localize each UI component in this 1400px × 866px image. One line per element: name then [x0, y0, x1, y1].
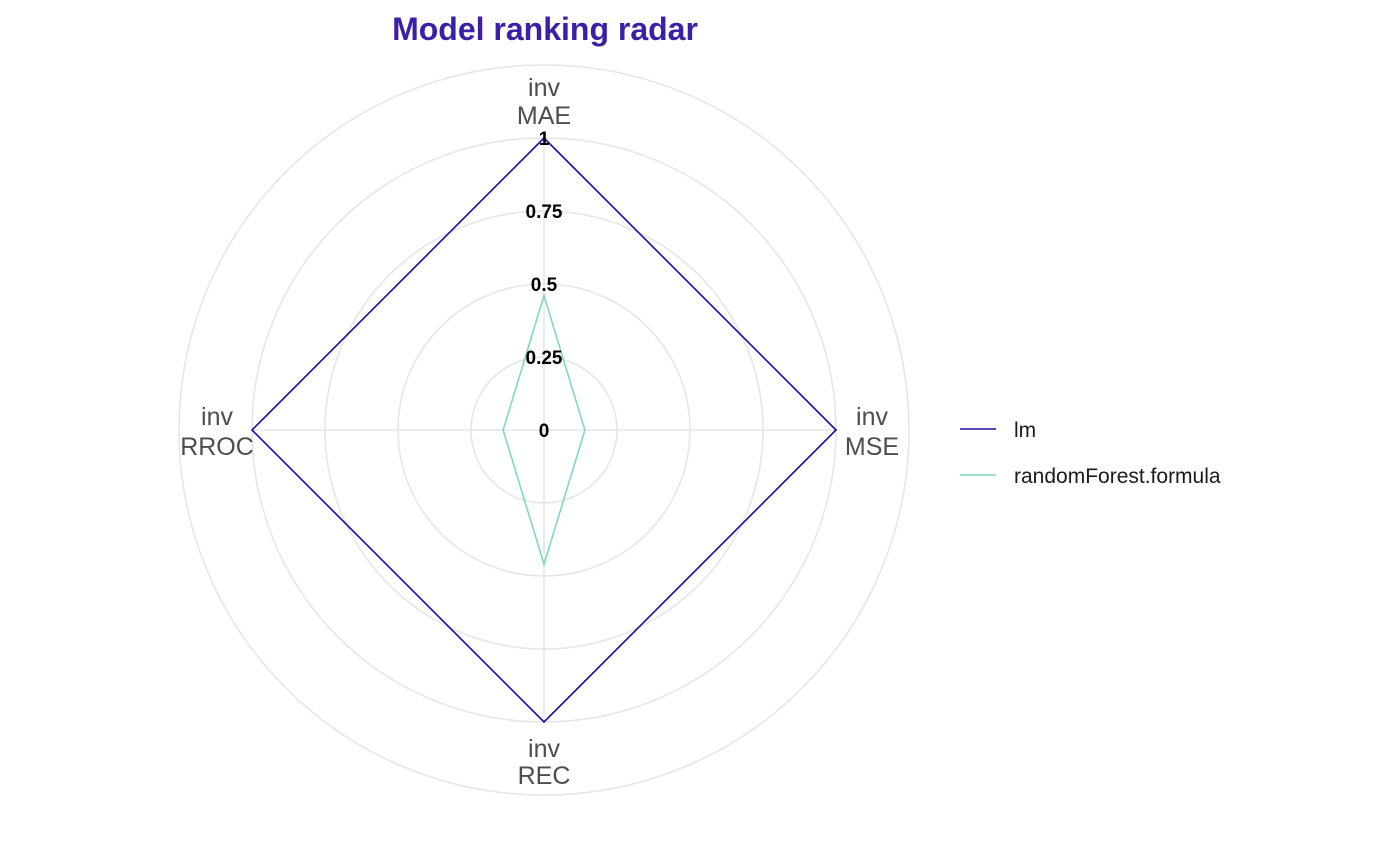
axis-label-line2: MSE: [845, 433, 899, 461]
axis-label-line2: RROC: [180, 433, 254, 461]
legend: lm randomForest.formula: [960, 419, 1221, 488]
tick-label: 1: [539, 129, 550, 150]
axis-label-line1: inv: [201, 403, 233, 431]
axis-label-line2: REC: [518, 762, 571, 790]
tick-label: 0.5: [531, 275, 558, 296]
series-line-1: [502, 292, 586, 568]
axis-label-line2: MAE: [517, 102, 571, 130]
axis-label-line1: inv: [528, 735, 560, 763]
radar-series: [250, 136, 838, 724]
radial-tick-labels: 0 0.25 0.5 0.75 1: [526, 129, 563, 442]
chart-title: Model ranking radar: [392, 11, 698, 47]
tick-label: 0.75: [526, 202, 563, 223]
tick-label: 0.25: [526, 348, 563, 369]
grid-circle: [178, 64, 910, 796]
legend-label-0: lm: [1014, 419, 1036, 442]
axis-label-line1: inv: [528, 74, 560, 102]
series-line-0: [250, 136, 838, 724]
axis-label-line1: inv: [856, 403, 888, 431]
legend-label-1: randomForest.formula: [1014, 465, 1221, 488]
tick-label: 0: [539, 421, 550, 442]
label-mask: [0, 400, 178, 470]
